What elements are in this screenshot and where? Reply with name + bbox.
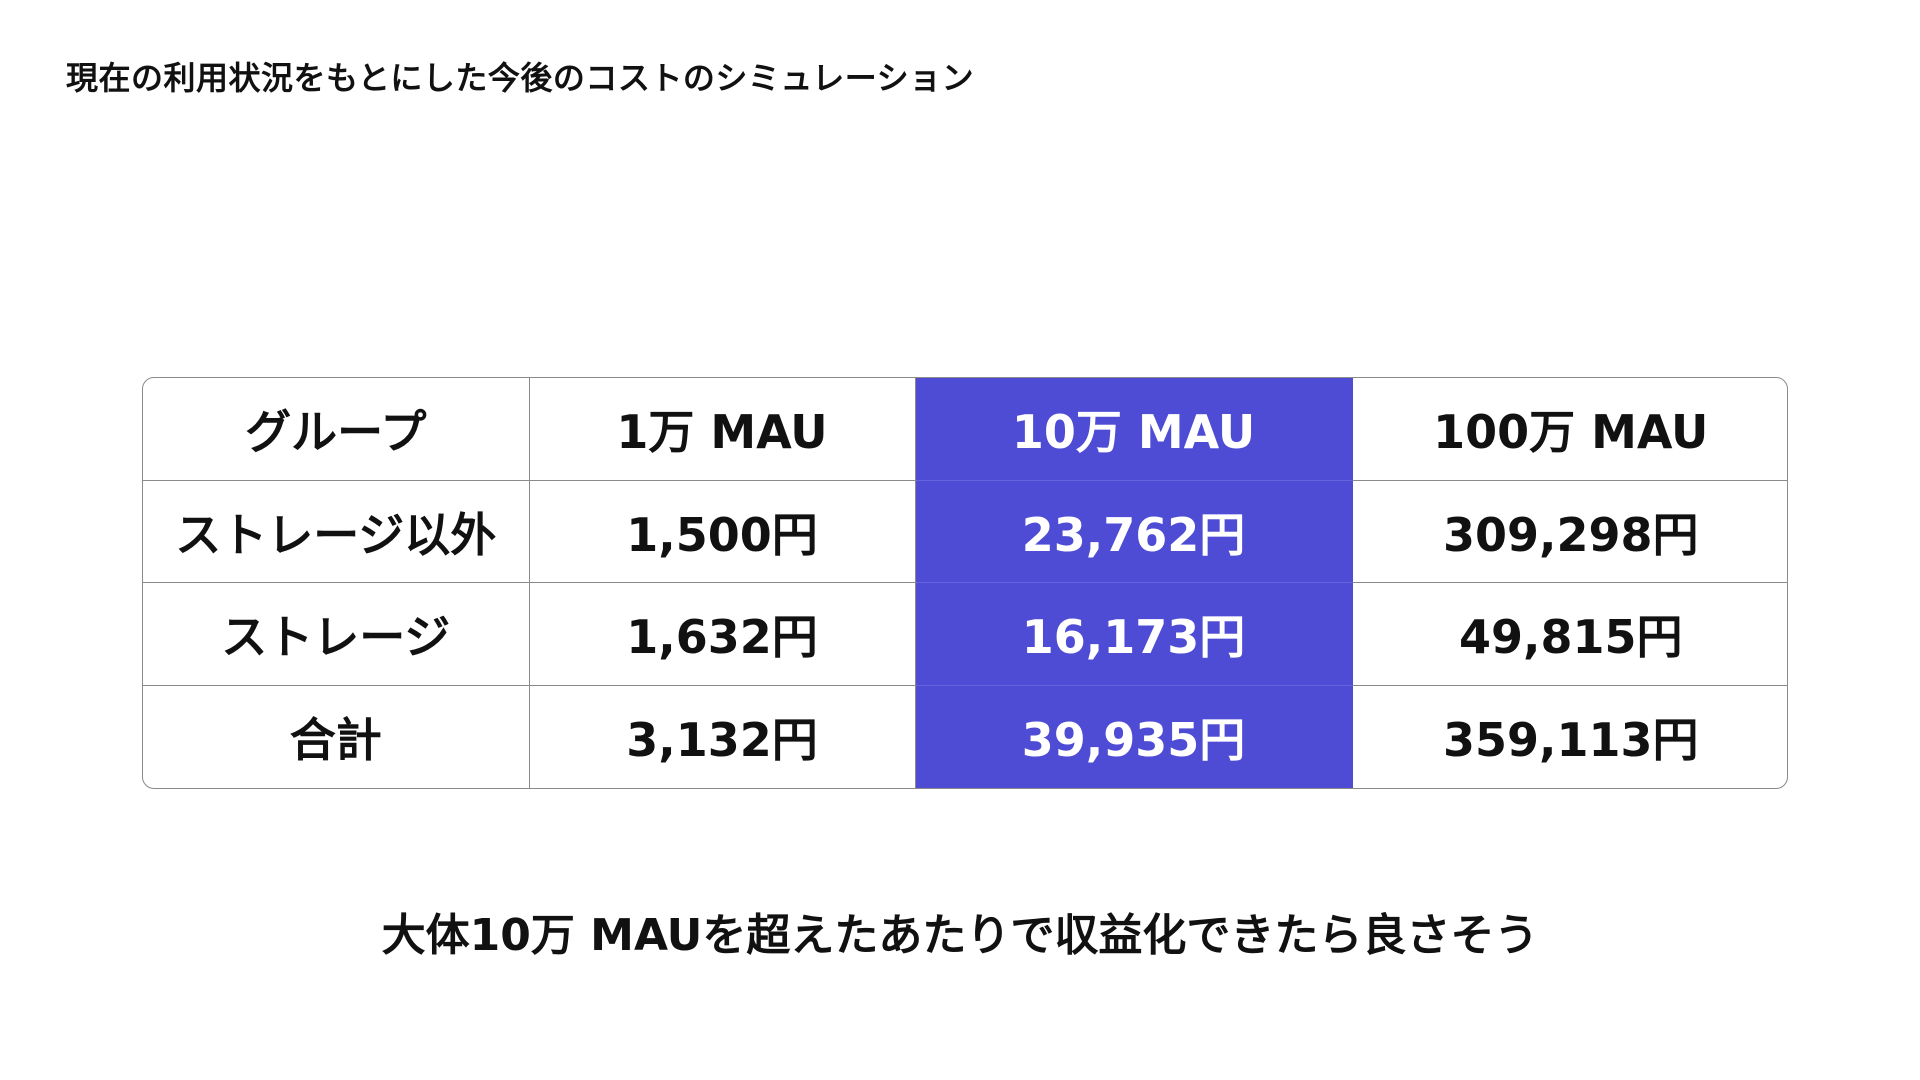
table-cell: 1,632円 xyxy=(529,582,916,687)
table-cell: 1,500円 xyxy=(529,480,916,584)
table-cell-highlighted: 23,762円 xyxy=(915,480,1353,584)
table-cell-highlighted: 39,935円 xyxy=(915,685,1353,788)
table-cell: 49,815円 xyxy=(1352,582,1787,687)
table-cell: 309,298円 xyxy=(1352,480,1787,584)
header-10k-mau: 1万 MAU xyxy=(529,378,916,481)
table-row: ストレージ 1,632円 16,173円 49,815円 xyxy=(143,582,1787,687)
table-row: ストレージ以外 1,500円 23,762円 309,298円 xyxy=(143,480,1787,584)
table-row: 合計 3,132円 39,935円 359,113円 xyxy=(143,685,1787,788)
table-cell: 359,113円 xyxy=(1442,713,1699,768)
slide-title: 現在の利用状況をもとにした今後のコストのシミュレーション xyxy=(66,59,975,97)
row-label: 合計 xyxy=(143,685,530,788)
row-label: ストレージ xyxy=(143,582,530,687)
header-1m-mau: 100万 MAU xyxy=(1352,378,1787,481)
header-group: グループ xyxy=(143,378,530,481)
cost-table-grid: グループ 1万 MAU 10万 MAU 100万 MAU ストレージ以外 1,5… xyxy=(143,378,1787,788)
table-cell-highlighted: 16,173円 xyxy=(915,582,1353,687)
header-100k-mau: 10万 MAU xyxy=(915,378,1353,481)
cost-table: グループ 1万 MAU 10万 MAU 100万 MAU ストレージ以外 1,5… xyxy=(142,377,1788,789)
row-label: ストレージ以外 xyxy=(143,480,530,584)
table-header-row: グループ 1万 MAU 10万 MAU 100万 MAU xyxy=(143,378,1787,481)
conclusion-text: 大体10万 MAUを超えたあたりで収益化できたら良さそう xyxy=(381,910,1539,961)
table-cell: 3,132円 xyxy=(529,685,916,788)
